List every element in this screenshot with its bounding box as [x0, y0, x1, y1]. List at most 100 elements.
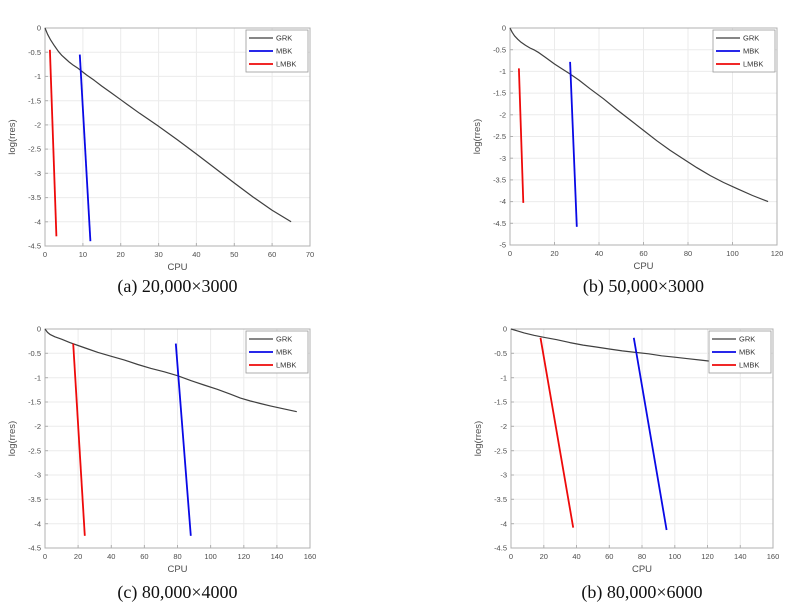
series-line-mbk: [174, 343, 192, 536]
x-tick-label: 30: [154, 250, 162, 259]
chart-d-caption: (b) 80,000×6000: [581, 582, 703, 602]
y-tick-label: -3: [34, 169, 41, 178]
x-axis-label: CPU: [167, 262, 187, 273]
y-tick-label: 0: [37, 24, 41, 33]
chart-c-caption: (c) 80,000×4000: [117, 582, 238, 602]
x-tick-label: 70: [306, 250, 314, 259]
x-tick-label: 100: [726, 249, 739, 258]
chart-a-panel: 0 10 20 30 40 50 60 70 0 -0.5 -1 -1.5 -2 -2.5 -3 -3.5 -4…: [0, 0, 400, 306]
x-tick-label: 60: [639, 249, 647, 258]
series-line-lmbk: [518, 68, 525, 203]
x-tick-label: 40: [192, 250, 200, 259]
x-tick-label: 120: [238, 552, 251, 561]
y-tick-label: -1.5: [494, 398, 507, 407]
y-tick-label: -5: [499, 241, 506, 250]
y-tick-label: 0: [503, 325, 507, 334]
chart-d-panel: 0 20 40 60 80 100 120 140 160 0 -0.5 -1 -1.5 -2 -2.5 -3…: [400, 306, 800, 613]
x-tick-label: 160: [767, 552, 780, 561]
chart-c-canvas: 0 20 40 60 80 100 120 140 160 0 -0.5 -1 -1.5 -2 -2.5 -3…: [7, 325, 317, 575]
y-tick-label: 0: [37, 325, 41, 334]
legend-label-lmbk: LMBK: [276, 361, 296, 370]
x-tick-label: 60: [140, 552, 148, 561]
y-tick-label: -3.5: [28, 193, 41, 202]
legend-label-mbk: MBK: [743, 47, 759, 56]
x-tick-label: 20: [117, 250, 125, 259]
chart-a-canvas: 0 10 20 30 40 50 60 70 0 -0.5 -1 -1.5 -2 -2.5 -3 -3.5 -4…: [7, 24, 314, 273]
x-tick-label: 100: [204, 552, 217, 561]
y-axis-label: log(rres): [7, 421, 18, 456]
y-tick-label: -3.5: [28, 495, 41, 504]
y-tick-label: -1.5: [28, 398, 41, 407]
y-axis-label: log(rres): [473, 421, 484, 456]
plot-box: [44, 27, 311, 247]
series-line-mbk: [632, 337, 668, 531]
y-tick-label: -2: [34, 422, 41, 431]
y-tick-label: -3: [500, 471, 507, 480]
x-tick-label: 0: [509, 552, 513, 561]
y-tick-label: -4: [34, 519, 41, 528]
y-tick-label: -4: [500, 519, 507, 528]
legend-label-lmbk: LMBK: [743, 60, 763, 69]
y-axis-label: log(rres): [472, 119, 483, 154]
x-tick-label: 0: [43, 250, 47, 259]
y-tick-label: -4: [499, 197, 506, 206]
x-tick-label: 140: [734, 552, 747, 561]
y-tick-label: -2.5: [493, 132, 506, 141]
y-tick-label: -2: [499, 110, 506, 119]
series-line-grk: [44, 27, 292, 223]
y-tick-label: -3.5: [493, 176, 506, 185]
x-tick-label: 60: [268, 250, 276, 259]
x-tick-label: 160: [304, 552, 317, 561]
x-tick-label: 120: [771, 249, 784, 258]
x-tick-label: 0: [43, 552, 47, 561]
x-tick-label: 50: [230, 250, 238, 259]
y-tick-label: -0.5: [28, 48, 41, 57]
y-axis-label: log(rres): [7, 119, 18, 154]
x-tick-label: 60: [605, 552, 613, 561]
legend-label-mbk: MBK: [739, 348, 755, 357]
y-tick-label: 0: [502, 24, 506, 33]
x-tick-label: 100: [669, 552, 682, 561]
y-tick-label: -4.5: [28, 242, 41, 251]
series-line-grk: [44, 328, 297, 413]
y-tick-label: -2.5: [494, 446, 507, 455]
y-tick-label: -1: [499, 67, 506, 76]
y-tick-label: -3: [499, 154, 506, 163]
y-tick-label: -3.5: [494, 495, 507, 504]
x-tick-label: 40: [595, 249, 603, 258]
chart-b-canvas: 0 20 40 60 80 100 120 0 -0.5 -1 -1.5 -2 -2.5 -3 -3.5 -4…: [472, 24, 784, 272]
legend-label-lmbk: LMBK: [739, 361, 759, 370]
series-line-mbk: [569, 61, 578, 227]
y-tick-label: -0.5: [494, 349, 507, 358]
x-tick-label: 140: [271, 552, 284, 561]
legend-label-grk: GRK: [276, 34, 292, 43]
y-tick-label: -2.5: [28, 145, 41, 154]
y-tick-label: -4: [34, 217, 41, 226]
y-tick-label: -2: [500, 422, 507, 431]
x-tick-label: 10: [79, 250, 87, 259]
y-tick-label: -3: [34, 471, 41, 480]
x-axis-label: CPU: [167, 564, 187, 575]
x-tick-label: 20: [550, 249, 558, 258]
y-tick-label: -1: [34, 72, 41, 81]
x-tick-label: 80: [684, 249, 692, 258]
series-line-mbk: [78, 54, 92, 242]
y-tick-label: -1.5: [28, 96, 41, 105]
y-tick-label: -2.5: [28, 446, 41, 455]
y-tick-label: -4.5: [28, 544, 41, 553]
x-axis-label: CPU: [633, 261, 653, 272]
x-tick-label: 40: [107, 552, 115, 561]
x-axis-label: CPU: [632, 564, 652, 575]
chart-a-caption: (a) 20,000×3000: [117, 276, 238, 296]
x-tick-label: 80: [173, 552, 181, 561]
series-line-lmbk: [49, 49, 58, 237]
series-line-grk: [509, 27, 769, 203]
chart-c-panel: 0 20 40 60 80 100 120 140 160 0 -0.5 -1 -1.5 -2 -2.5 -3…: [0, 306, 400, 613]
chart-b-caption: (b) 50,000×3000: [582, 276, 705, 296]
legend-label-grk: GRK: [739, 335, 755, 344]
x-tick-label: 80: [638, 552, 646, 561]
y-tick-label: -2: [34, 121, 41, 130]
legend-label-mbk: MBK: [276, 348, 292, 357]
x-tick-label: 120: [701, 552, 714, 561]
series-line-lmbk: [539, 337, 575, 528]
